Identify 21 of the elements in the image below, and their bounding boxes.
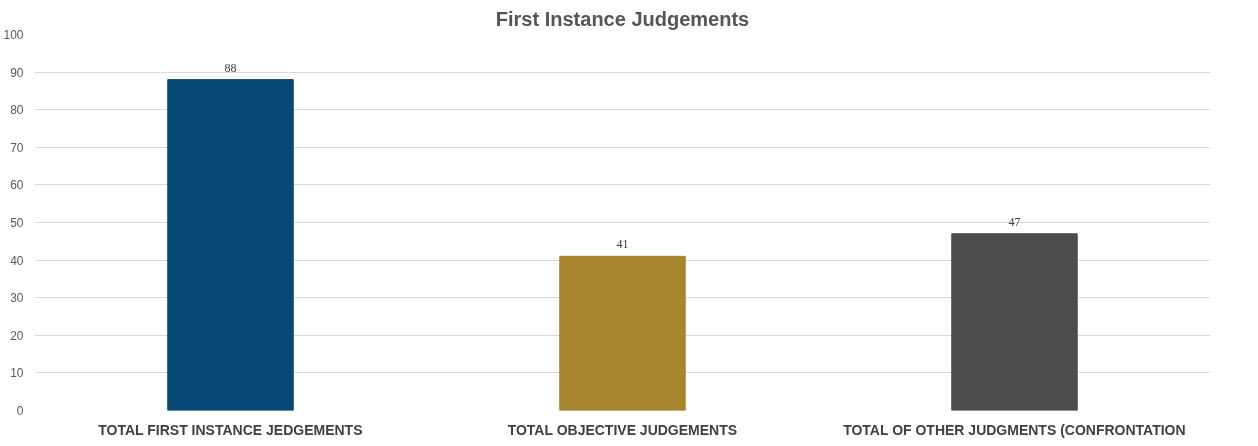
y-tick-label: 80 (10, 103, 24, 118)
x-tick-label: TOTAL FIRST INSTANCE JEDGEMENTS (98, 421, 363, 438)
data-label: 47 (1008, 214, 1021, 229)
x-tick-label: TOTAL OF OTHER JUDGMENTS (CONFRONTATION (843, 421, 1186, 438)
data-label: 41 (616, 237, 629, 252)
y-tick-label: 20 (10, 328, 24, 343)
y-tick-label: 10 (10, 366, 24, 381)
chart-title: First Instance Judgements (495, 7, 750, 30)
data-label: 88 (224, 60, 237, 75)
y-tick-label: 100 (3, 28, 24, 42)
y-tick-label: 90 (10, 65, 24, 80)
bar (559, 255, 686, 411)
bar (167, 79, 294, 411)
y-tick-label: 70 (10, 140, 24, 155)
y-tick-label: 50 (10, 216, 24, 230)
y-tick-label: 30 (10, 291, 24, 306)
y-tick-label: 0 (16, 404, 24, 418)
y-tick-label: 60 (10, 178, 24, 193)
x-tick-label: TOTAL OBJECTIVE JUDGEMENTS (507, 421, 738, 438)
y-tick-label: 40 (10, 253, 24, 268)
bar (951, 233, 1078, 411)
